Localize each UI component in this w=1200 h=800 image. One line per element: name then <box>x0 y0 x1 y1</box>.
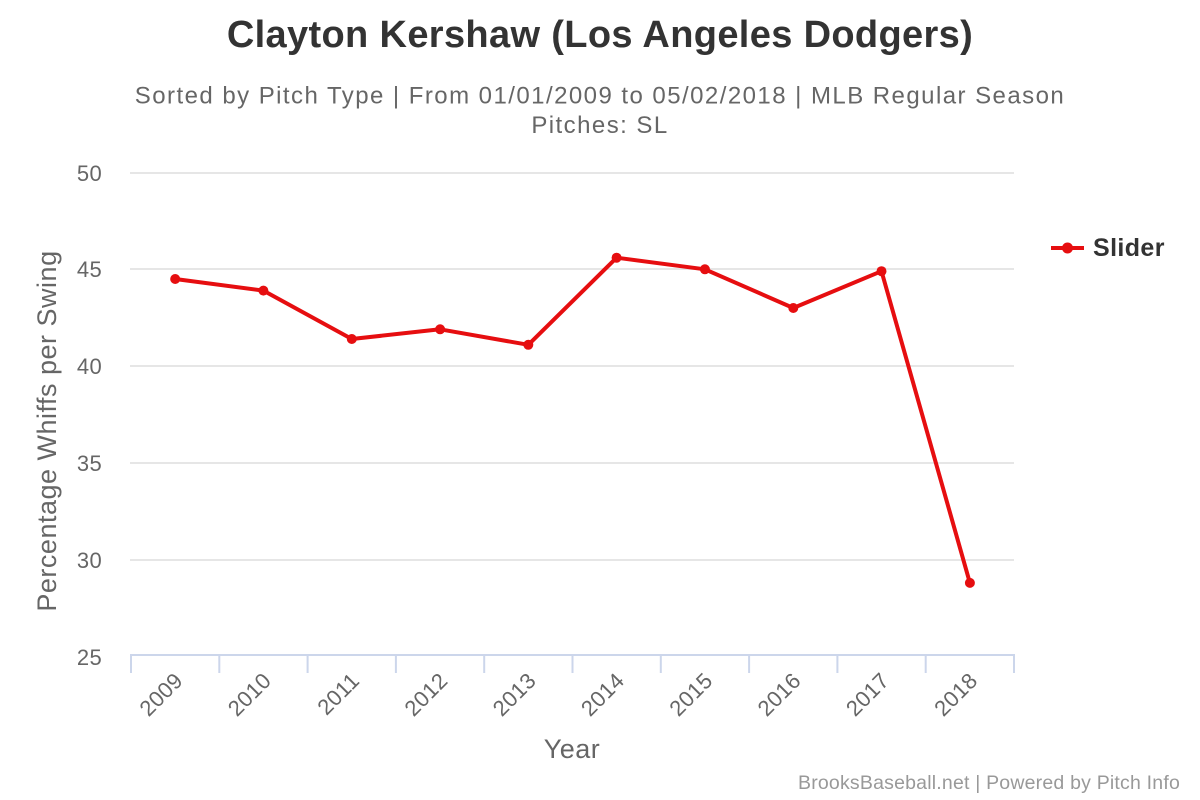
x-axis-line-and-ticks <box>130 654 1015 673</box>
legend-marker-icon <box>1062 242 1073 254</box>
y-tick-label-40: 40 <box>77 354 102 379</box>
y-tick-label-25: 25 <box>77 645 102 670</box>
data-point-2018[interactable] <box>964 577 975 588</box>
data-point-2015[interactable] <box>699 264 710 275</box>
chart-subtitle-line1: Sorted by Pitch Type | From 01/01/2009 t… <box>135 83 1065 110</box>
data-point-2017[interactable] <box>876 266 887 277</box>
y-tick-label-35: 35 <box>77 451 102 476</box>
data-point-2010[interactable] <box>258 285 269 296</box>
slider-series-markers <box>170 252 975 588</box>
data-point-2014[interactable] <box>611 252 622 263</box>
legend[interactable]: Slider <box>1051 234 1165 262</box>
legend-item-slider[interactable]: Slider <box>1093 234 1165 262</box>
data-point-2009[interactable] <box>170 274 181 284</box>
y-axis-tick-labels: 25 30 35 40 45 50 <box>77 161 102 670</box>
chart-subtitle-line2: Pitches: SL <box>531 112 668 139</box>
slider-series-line[interactable] <box>173 255 972 585</box>
data-point-2013[interactable] <box>523 339 534 350</box>
y-tick-label-50: 50 <box>77 161 102 186</box>
series-slider <box>170 252 975 588</box>
credits-text[interactable]: BrooksBaseball.net | Powered by Pitch In… <box>798 772 1180 794</box>
data-point-2016[interactable] <box>788 303 799 313</box>
y-axis-title: Percentage Whiffs per Swing <box>32 250 62 611</box>
data-point-2012[interactable] <box>435 324 446 335</box>
chart-title: Clayton Kershaw (Los Angeles Dodgers) <box>227 14 973 56</box>
data-point-2011[interactable] <box>346 334 357 344</box>
x-axis-title: Year <box>544 734 601 764</box>
y-tick-label-30: 30 <box>77 548 102 573</box>
y-tick-label-45: 45 <box>77 257 102 282</box>
